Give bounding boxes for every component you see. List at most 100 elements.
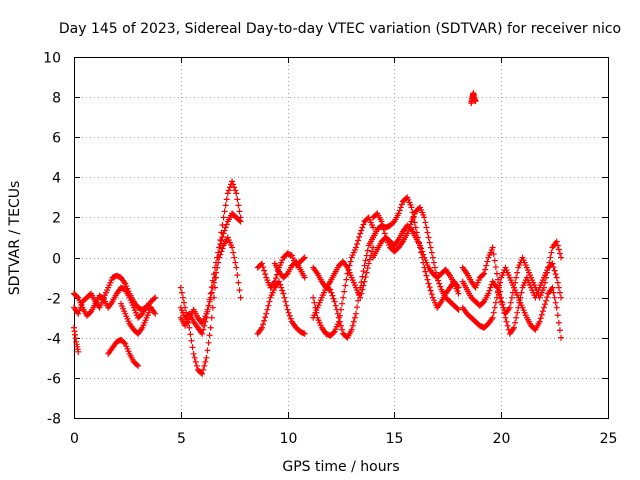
- data-point: [365, 260, 372, 267]
- data-point: [370, 244, 377, 251]
- data-point: [494, 276, 501, 283]
- data-point: [301, 274, 308, 281]
- data-point: [493, 270, 500, 277]
- data-point: [425, 280, 432, 287]
- data-point: [218, 248, 225, 255]
- data-point: [223, 196, 230, 203]
- data-point: [258, 260, 265, 267]
- data-point: [281, 294, 288, 301]
- grid-lines: [74, 57, 608, 418]
- data-point: [209, 284, 216, 291]
- data-point: [213, 269, 220, 276]
- data-point: [206, 332, 213, 339]
- data-point: [418, 245, 425, 252]
- data-point: [396, 207, 403, 214]
- data-point: [503, 318, 510, 325]
- data-point: [356, 291, 363, 298]
- data-point: [354, 304, 361, 311]
- data-point: [370, 224, 377, 231]
- data-point: [558, 254, 565, 261]
- series-t11: [271, 258, 308, 281]
- y-tick-label: 4: [52, 171, 61, 187]
- data-point: [555, 319, 562, 326]
- data-point: [220, 230, 227, 237]
- data-point: [494, 288, 501, 295]
- data-point: [205, 339, 212, 346]
- x-tick-labels: 0 5 10 15 20 25: [70, 431, 617, 447]
- data-point: [507, 299, 514, 306]
- data-point: [419, 248, 426, 255]
- data-point: [277, 281, 284, 288]
- data-point: [492, 264, 499, 271]
- y-tick-label: 8: [52, 91, 61, 107]
- data-point: [514, 269, 521, 276]
- data-point: [506, 304, 513, 311]
- data-point: [231, 184, 238, 191]
- data-point: [491, 304, 498, 311]
- data-point: [359, 224, 366, 231]
- data-point: [515, 304, 522, 311]
- data-point: [408, 204, 415, 211]
- data-point: [487, 284, 494, 291]
- data-point: [511, 324, 518, 331]
- data-point: [364, 247, 371, 254]
- data-point: [490, 309, 497, 316]
- data-point: [409, 209, 416, 216]
- data-point: [178, 289, 185, 296]
- data-point: [190, 350, 197, 357]
- data-point: [455, 306, 462, 313]
- data-point: [358, 227, 365, 234]
- data-point: [539, 308, 546, 315]
- data-point: [543, 274, 550, 281]
- data-point: [493, 284, 500, 291]
- series-t4: [105, 336, 142, 369]
- data-point: [266, 298, 273, 305]
- data-point: [181, 299, 188, 306]
- data-point: [222, 202, 229, 209]
- data-point: [151, 295, 158, 302]
- data-point: [286, 312, 293, 319]
- x-tick-label: 25: [600, 431, 618, 447]
- data-point: [279, 287, 286, 294]
- data-point: [407, 225, 414, 232]
- data-point: [554, 242, 561, 249]
- data-point: [426, 284, 433, 291]
- data-point: [152, 294, 159, 301]
- data-point: [229, 244, 236, 251]
- data-point: [229, 178, 236, 185]
- data-point: [187, 331, 194, 338]
- data-point: [500, 304, 507, 311]
- data-point: [423, 224, 430, 231]
- data-point: [199, 370, 206, 377]
- data-point: [517, 294, 524, 301]
- data-point: [335, 314, 342, 321]
- data-point: [412, 224, 419, 231]
- y-tick-label: -4: [47, 332, 61, 348]
- data-point: [397, 204, 404, 211]
- data-point: [235, 279, 242, 286]
- x-axis-label: GPS time / hours: [282, 459, 399, 475]
- x-tick-label: 10: [280, 431, 298, 447]
- series-t8: [177, 234, 244, 329]
- data-point: [311, 299, 318, 306]
- data-point: [549, 284, 556, 291]
- data-point: [236, 287, 243, 294]
- data-point: [193, 362, 200, 369]
- data-point: [265, 302, 272, 309]
- data-point: [343, 276, 350, 283]
- series-t15: [370, 204, 462, 313]
- data-point: [430, 259, 437, 266]
- data-point: [550, 264, 557, 271]
- data-point: [350, 318, 357, 325]
- data-point: [284, 306, 291, 313]
- data-point: [429, 254, 436, 261]
- data-point: [362, 257, 369, 264]
- data-point: [203, 354, 210, 361]
- data-point: [548, 249, 555, 256]
- data-point: [207, 294, 214, 301]
- data-point: [547, 254, 554, 261]
- data-point: [508, 294, 515, 301]
- data-point: [357, 294, 364, 301]
- data-point: [404, 230, 411, 237]
- data-point: [232, 187, 239, 194]
